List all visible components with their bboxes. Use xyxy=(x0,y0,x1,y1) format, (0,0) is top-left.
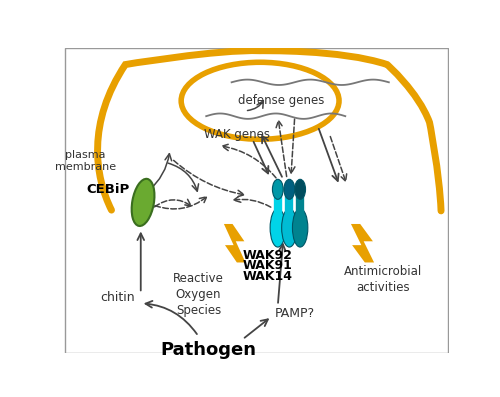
Ellipse shape xyxy=(284,179,295,199)
Text: Antimicrobial
activities: Antimicrobial activities xyxy=(344,265,422,294)
Ellipse shape xyxy=(295,179,306,199)
Ellipse shape xyxy=(132,179,154,226)
Ellipse shape xyxy=(270,208,285,247)
Text: CEBiP: CEBiP xyxy=(87,183,130,196)
Polygon shape xyxy=(224,224,246,262)
Text: Pathogen: Pathogen xyxy=(160,341,256,359)
Text: PAMP?: PAMP? xyxy=(274,307,315,320)
Text: WAK genes: WAK genes xyxy=(204,128,270,141)
Ellipse shape xyxy=(272,179,283,199)
Polygon shape xyxy=(351,224,374,262)
Text: WAK14: WAK14 xyxy=(242,270,292,283)
Text: Reactive
Oxygen
Species: Reactive Oxygen Species xyxy=(173,272,224,318)
Ellipse shape xyxy=(282,208,297,247)
Ellipse shape xyxy=(292,208,308,247)
Text: WAK92: WAK92 xyxy=(242,249,292,262)
Text: chitin: chitin xyxy=(100,291,135,304)
Text: plasma
membrane: plasma membrane xyxy=(54,150,116,172)
Text: WAK91: WAK91 xyxy=(242,259,292,272)
FancyBboxPatch shape xyxy=(64,48,448,353)
Text: defense genes: defense genes xyxy=(238,94,324,107)
